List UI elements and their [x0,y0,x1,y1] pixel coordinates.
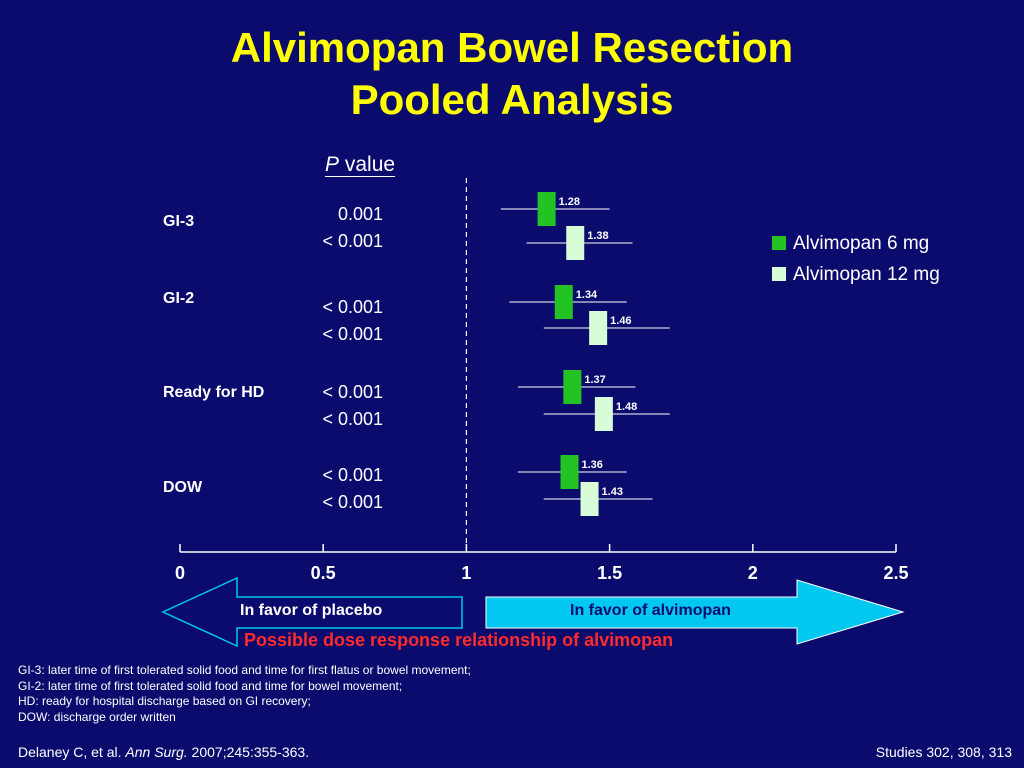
legend-swatch-12mg [772,267,786,281]
estimate-label: 1.34 [576,289,598,301]
footnotes: GI-3: later time of first tolerated soli… [18,663,471,725]
slide-title-line2: Pooled Analysis [350,76,674,123]
estimate-label: 1.46 [610,315,631,327]
legend-label-12mg: Alvimopan 12 mg [793,264,940,285]
estimate-label: 1.28 [559,196,580,208]
estimate-label: 1.48 [616,401,637,413]
citation-details: 2007;245:355-363. [187,744,310,760]
x-axis: 0 0.5 1 1.5 2 2.5 [175,544,909,583]
estimate-label: 1.43 [602,486,623,498]
alvimopan-arrow [485,579,905,645]
x-tick-label: 2 [748,563,758,583]
pvalue-dow-12mg: < 0.001 [322,492,383,512]
x-tick-label: 1 [461,563,471,583]
conclusion-text: Possible dose response relationship of a… [244,630,674,650]
legend-item-6mg: Alvimopan 6 mg [772,233,929,255]
footnote-gi2: GI-2: later time of first tolerated soli… [18,678,403,693]
pvalue-dow-6mg: < 0.001 [322,465,383,485]
pvalue-column-header: P value [325,153,396,177]
pvalue-gi2-6mg: < 0.001 [322,297,383,317]
footnote-hd: HD: ready for hospital discharge based o… [18,694,311,708]
footnote-gi3: GI-3: later time of first tolerated soli… [18,663,471,677]
x-tick-label: 1.5 [597,563,622,583]
row-label-ready-for-hd: Ready for HD [163,384,265,401]
pvalue-hd-6mg: < 0.001 [322,382,383,402]
point-estimate-box [560,455,579,489]
alvimopan-arrow-label: In favor of alvimopan [570,602,731,619]
placebo-arrow-label: In favor of placebo [240,602,383,619]
legend-item-12mg: Alvimopan 12 mg [772,264,940,286]
x-tick-label: 2.5 [883,563,908,583]
legend-label-6mg: Alvimopan 6 mg [793,233,930,254]
row-label-gi2: GI-2 [163,290,195,307]
pvalue-hd-12mg: < 0.001 [322,409,383,429]
pvalue-gi3-6mg: 0.001 [337,204,383,224]
pvalue-gi2-12mg: < 0.001 [322,324,383,344]
citation-authors: Delaney C, et al. [18,744,126,760]
point-estimate-box [566,226,585,260]
estimate-label: 1.36 [582,459,603,471]
forest-marks: 1.28 1.38 1.34 1.46 1.37 1.48 1.36 1.43 [465,178,670,552]
estimate-label: 1.38 [587,230,608,242]
studies-reference: Studies 302, 308, 313 [875,744,1012,760]
point-estimate-box [594,397,613,431]
point-estimate-box [537,192,556,226]
point-estimate-box [589,311,608,345]
estimate-label: 1.37 [584,374,605,386]
x-tick-label: 0 [175,563,185,583]
row-label-gi3: GI-3 [163,213,195,230]
point-estimate-box [580,482,599,516]
slide-title-line1: Alvimopan Bowel Resection [230,24,794,71]
x-tick-label: 0.5 [311,563,336,583]
point-estimate-box [554,285,573,319]
legend-swatch-6mg [772,236,786,250]
pvalue-header-italic: P [325,153,340,176]
citation: Delaney C, et al. Ann Surg. 2007;245:355… [18,744,309,760]
citation-journal: Ann Surg. [125,744,188,760]
footnote-dow: DOW: discharge order written [18,709,176,724]
pvalue-header-text: value [339,153,396,176]
pvalue-gi3-12mg: < 0.001 [322,231,383,251]
placebo-arrow [161,576,463,648]
row-label-dow: DOW [163,479,203,496]
point-estimate-box [563,370,582,404]
